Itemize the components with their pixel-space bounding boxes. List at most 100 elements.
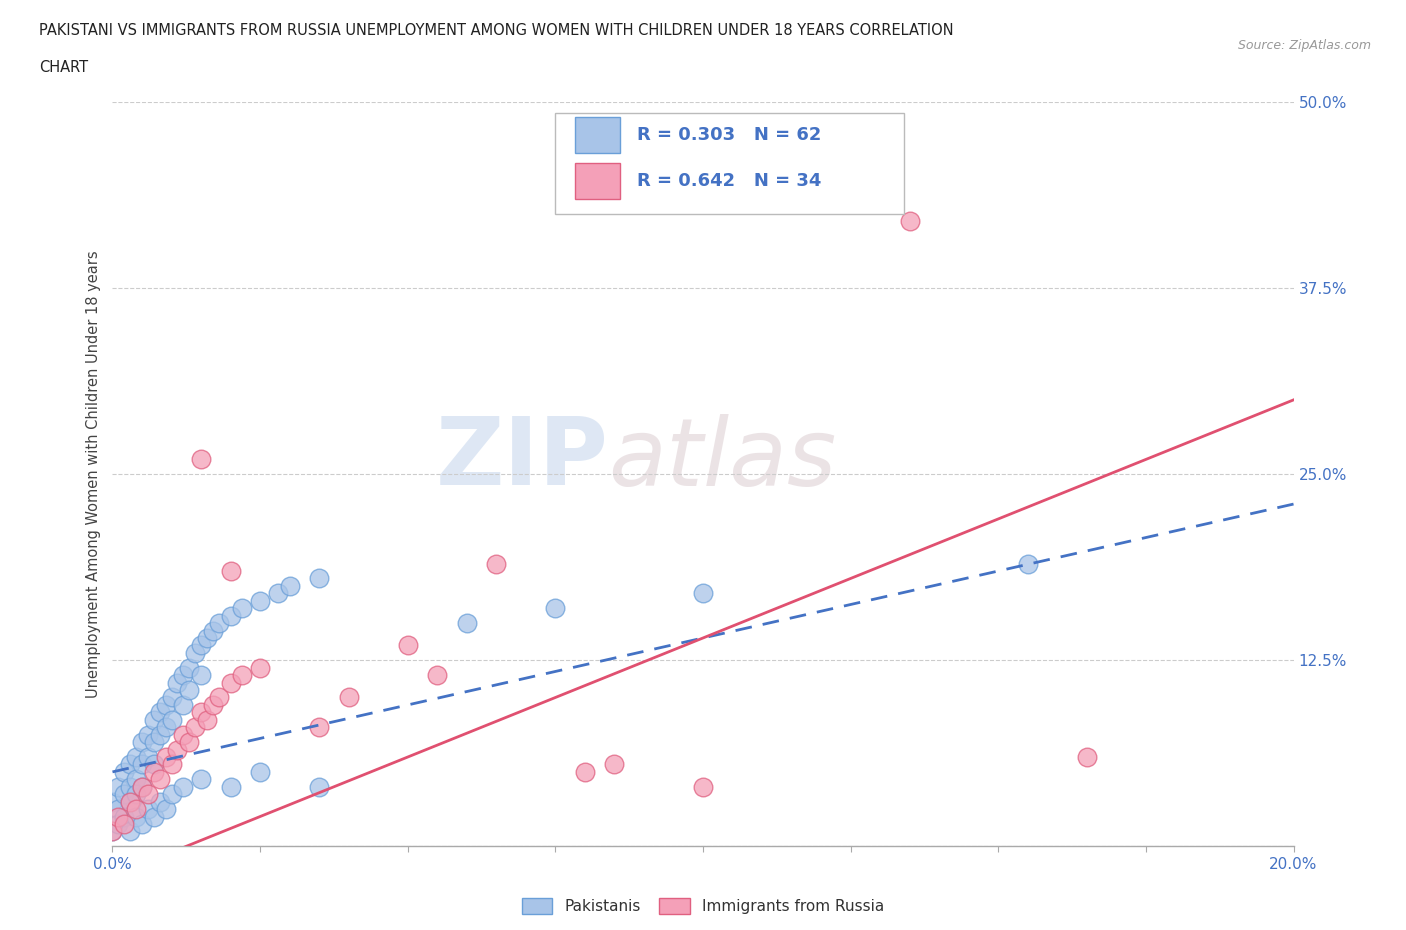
Point bbox=[190, 705, 212, 720]
Point bbox=[190, 772, 212, 787]
Point bbox=[219, 675, 242, 690]
Point bbox=[112, 764, 135, 779]
Point bbox=[179, 735, 201, 750]
Point bbox=[160, 690, 183, 705]
Point bbox=[107, 779, 129, 794]
FancyBboxPatch shape bbox=[555, 113, 904, 214]
Point bbox=[574, 764, 596, 779]
FancyBboxPatch shape bbox=[575, 164, 620, 199]
Point bbox=[160, 757, 183, 772]
Point bbox=[208, 690, 231, 705]
Point bbox=[166, 742, 188, 757]
Point bbox=[190, 638, 212, 653]
Point bbox=[155, 750, 177, 764]
Point bbox=[120, 779, 142, 794]
Point bbox=[107, 817, 129, 831]
Point bbox=[142, 757, 165, 772]
Point bbox=[125, 787, 148, 802]
Point bbox=[120, 794, 142, 809]
FancyBboxPatch shape bbox=[575, 117, 620, 153]
Point bbox=[692, 586, 714, 601]
Point bbox=[426, 668, 449, 683]
Point bbox=[190, 452, 212, 467]
Point bbox=[131, 779, 153, 794]
Point bbox=[249, 764, 271, 779]
Point bbox=[201, 698, 224, 712]
Point bbox=[249, 593, 271, 608]
Point bbox=[101, 824, 124, 839]
Point bbox=[149, 705, 172, 720]
Point bbox=[396, 638, 419, 653]
Text: R = 0.642   N = 34: R = 0.642 N = 34 bbox=[637, 172, 821, 190]
Point bbox=[155, 720, 177, 735]
Point bbox=[692, 779, 714, 794]
Point bbox=[172, 698, 194, 712]
Point bbox=[166, 675, 188, 690]
Point bbox=[249, 660, 271, 675]
Point bbox=[485, 556, 508, 571]
Point bbox=[219, 779, 242, 794]
Point bbox=[136, 727, 159, 742]
Text: PAKISTANI VS IMMIGRANTS FROM RUSSIA UNEMPLOYMENT AMONG WOMEN WITH CHILDREN UNDER: PAKISTANI VS IMMIGRANTS FROM RUSSIA UNEM… bbox=[39, 23, 955, 38]
Point bbox=[125, 772, 148, 787]
Point bbox=[131, 817, 153, 831]
Point bbox=[179, 683, 201, 698]
Point bbox=[278, 578, 301, 593]
Text: R = 0.303   N = 62: R = 0.303 N = 62 bbox=[637, 126, 821, 143]
Text: Source: ZipAtlas.com: Source: ZipAtlas.com bbox=[1237, 39, 1371, 52]
Point bbox=[160, 712, 183, 727]
Point bbox=[231, 668, 253, 683]
Point bbox=[136, 802, 159, 817]
Point bbox=[112, 787, 135, 802]
Point bbox=[131, 779, 153, 794]
Point bbox=[149, 794, 172, 809]
Point bbox=[184, 720, 207, 735]
Y-axis label: Unemployment Among Women with Children Under 18 years: Unemployment Among Women with Children U… bbox=[86, 250, 101, 698]
Point bbox=[142, 809, 165, 824]
Point bbox=[136, 750, 159, 764]
Point bbox=[142, 764, 165, 779]
Point bbox=[125, 802, 148, 817]
Point bbox=[101, 824, 124, 839]
Point bbox=[101, 794, 124, 809]
Point bbox=[208, 616, 231, 631]
Text: CHART: CHART bbox=[39, 60, 89, 75]
Point bbox=[125, 750, 148, 764]
Point bbox=[195, 631, 218, 645]
Point bbox=[120, 824, 142, 839]
Point bbox=[155, 698, 177, 712]
Point bbox=[112, 817, 135, 831]
Point bbox=[160, 787, 183, 802]
Point bbox=[172, 668, 194, 683]
Point bbox=[125, 809, 148, 824]
Point bbox=[136, 787, 159, 802]
Point bbox=[184, 645, 207, 660]
Point bbox=[172, 727, 194, 742]
Point bbox=[219, 564, 242, 578]
Point bbox=[107, 802, 129, 817]
Point bbox=[155, 802, 177, 817]
Point bbox=[149, 772, 172, 787]
Text: atlas: atlas bbox=[609, 414, 837, 505]
Text: ZIP: ZIP bbox=[436, 414, 609, 505]
Point bbox=[107, 809, 129, 824]
Point bbox=[308, 571, 330, 586]
Point bbox=[201, 623, 224, 638]
Point bbox=[231, 601, 253, 616]
Point bbox=[131, 757, 153, 772]
Point bbox=[149, 727, 172, 742]
Point bbox=[190, 668, 212, 683]
Point bbox=[142, 712, 165, 727]
Point bbox=[112, 809, 135, 824]
Point bbox=[456, 616, 478, 631]
Point bbox=[120, 757, 142, 772]
Point bbox=[120, 794, 142, 809]
Point bbox=[172, 779, 194, 794]
Point bbox=[1076, 750, 1098, 764]
Point bbox=[898, 214, 921, 229]
Point bbox=[179, 660, 201, 675]
Point bbox=[1017, 556, 1039, 571]
Point bbox=[308, 779, 330, 794]
Point bbox=[337, 690, 360, 705]
Point bbox=[603, 757, 626, 772]
